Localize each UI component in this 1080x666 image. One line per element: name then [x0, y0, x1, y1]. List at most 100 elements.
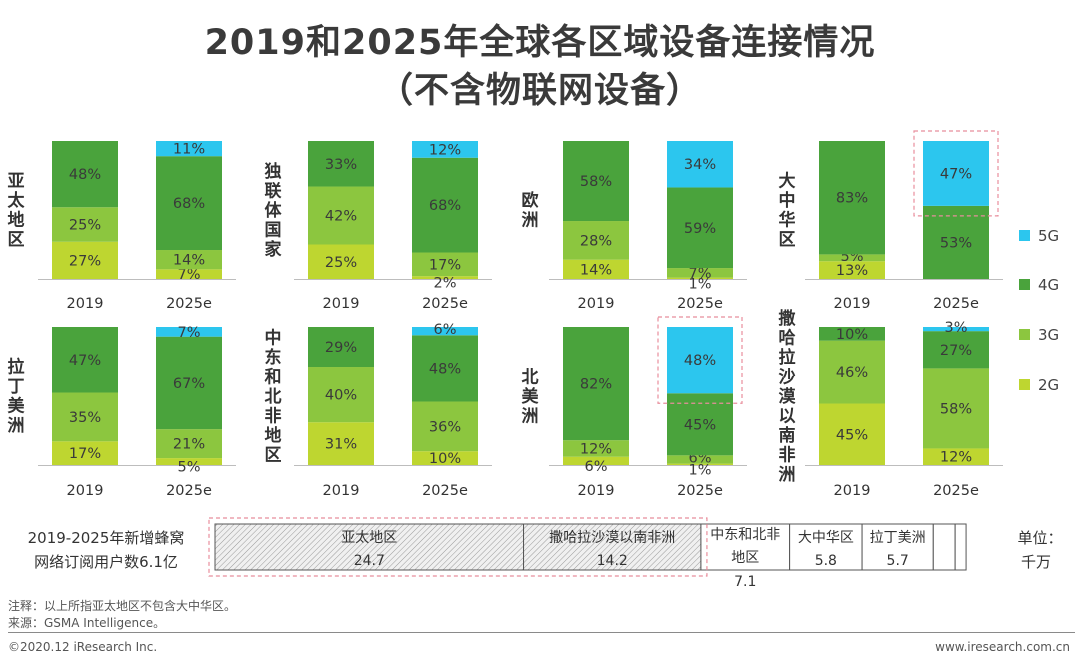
- x-tick-label: 2025e: [677, 483, 723, 499]
- data-label: 47%: [940, 166, 972, 182]
- bar-segment-4G: [667, 187, 733, 269]
- summary-value: 5.7: [887, 553, 909, 569]
- legend-swatch-3G: [1019, 329, 1030, 340]
- unit-label-line1: 单位：: [1017, 529, 1062, 547]
- note-text: 注释：以上所指亚太地区不包含大中华区。: [8, 599, 237, 613]
- bar-segment-5G: [156, 327, 222, 337]
- data-label: 3%: [944, 320, 967, 336]
- x-tick-label: 2025e: [422, 483, 468, 499]
- x-tick-label: 2025e: [422, 296, 468, 312]
- data-label: 7%: [177, 267, 200, 283]
- data-label: 34%: [684, 157, 716, 173]
- chart-canvas: 27%25%48%20197%14%68%11%2025e亚太地区25%42%3…: [8, 130, 1063, 590]
- summary-value: 7.1: [734, 574, 756, 590]
- bar-segment-2G: [52, 241, 118, 279]
- data-label: 10%: [836, 327, 868, 343]
- region-label: 大中华区: [779, 171, 796, 251]
- data-label: 45%: [684, 417, 716, 433]
- bar-segment-4G: [923, 205, 989, 279]
- data-label: 2%: [433, 276, 456, 292]
- chart-title-line1: 2019和2025年全球各区域设备连接情况: [204, 23, 876, 63]
- bar-segment-5G: [667, 327, 733, 394]
- summary-highlight-box: [208, 517, 708, 577]
- data-label: 48%: [429, 361, 461, 377]
- data-label: 47%: [69, 353, 101, 369]
- bar-segment-3G: [667, 455, 733, 464]
- bar-segment-3G: [308, 186, 374, 245]
- bar-segment-4G: [412, 157, 478, 253]
- bar-segment-2G: [308, 244, 374, 279]
- bar-segment-3G: [156, 429, 222, 459]
- bar-segment-2G: [667, 277, 733, 279]
- data-label: 46%: [836, 365, 868, 381]
- bar-segment-5G: [923, 327, 989, 332]
- legend-swatch-4G: [1019, 279, 1030, 290]
- x-tick-label: 2019: [323, 483, 360, 499]
- bar-segment-4G: [308, 327, 374, 368]
- legend-label: 4G: [1038, 276, 1059, 294]
- legend-label: 5G: [1038, 227, 1059, 245]
- bar-segment-4G: [308, 141, 374, 187]
- summary-segment: [861, 523, 934, 571]
- x-tick-label: 2019: [578, 483, 615, 499]
- bar-segment-2G: [819, 403, 885, 465]
- bar-segment-2G: [156, 269, 222, 279]
- highlight-box: [913, 130, 999, 217]
- x-tick-label: 2019: [578, 296, 615, 312]
- summary-segment-other: [932, 523, 956, 571]
- x-tick-label: 2019: [323, 296, 360, 312]
- bar-segment-4G: [52, 141, 118, 208]
- bar-segment-3G: [923, 368, 989, 449]
- data-label: 12%: [580, 441, 612, 457]
- summary-segment-other: [954, 523, 967, 571]
- data-label: 10%: [429, 451, 461, 467]
- legend-swatch-2G: [1019, 379, 1030, 390]
- bar-segment-3G: [819, 254, 885, 262]
- data-label: 27%: [940, 343, 972, 359]
- data-label: 7%: [177, 325, 200, 341]
- data-label: 58%: [580, 174, 612, 190]
- data-label: 48%: [69, 167, 101, 183]
- region-label: 中东和北非地区: [265, 327, 282, 465]
- data-label: 27%: [69, 253, 101, 269]
- bar-segment-5G: [412, 141, 478, 158]
- data-label: 40%: [325, 388, 357, 404]
- summary-category: 撒哈拉沙漠以南非洲: [549, 530, 675, 546]
- data-label: 68%: [173, 196, 205, 212]
- data-label: 28%: [580, 233, 612, 249]
- summary-segment: [789, 523, 863, 571]
- summary-value: 24.7: [354, 553, 385, 569]
- bar-segment-2G: [412, 276, 478, 279]
- bar-segment-5G: [923, 141, 989, 206]
- bar-segment-4G: [819, 141, 885, 255]
- region-label: 撒哈拉沙漠以南非洲: [779, 308, 797, 485]
- bar-segment-4G: [819, 327, 885, 341]
- data-label: 83%: [836, 191, 868, 207]
- data-label: 12%: [429, 142, 461, 158]
- data-label: 12%: [940, 450, 972, 466]
- data-label: 29%: [325, 340, 357, 356]
- bar-segment-3G: [308, 367, 374, 423]
- legend-label: 2G: [1038, 376, 1059, 394]
- summary-value: 5.8: [815, 553, 837, 569]
- region-label: 亚太地区: [8, 172, 26, 251]
- data-label: 68%: [429, 198, 461, 214]
- bar-segment-4G: [412, 335, 478, 402]
- legend-label: 3G: [1038, 326, 1059, 344]
- bar-segment-3G: [667, 268, 733, 278]
- bar-segment-2G: [52, 441, 118, 465]
- copyright-text: ©2020.12 iResearch Inc.: [8, 640, 158, 654]
- bar-segment-5G: [667, 141, 733, 188]
- summary-label-line1: 2019-2025年新增蜂窝: [28, 529, 185, 547]
- bar-segment-4G: [923, 331, 989, 369]
- x-tick-label: 2025e: [933, 483, 979, 499]
- data-label: 5%: [177, 460, 200, 476]
- data-label: 42%: [325, 209, 357, 225]
- summary-category: 亚太地区: [341, 530, 397, 546]
- data-label: 13%: [836, 263, 868, 279]
- data-label: 35%: [69, 410, 101, 426]
- bar-segment-5G: [156, 141, 222, 157]
- data-label: 17%: [69, 446, 101, 462]
- source-text: 来源：GSMA Intelligence。: [8, 616, 166, 630]
- data-label: 82%: [580, 377, 612, 393]
